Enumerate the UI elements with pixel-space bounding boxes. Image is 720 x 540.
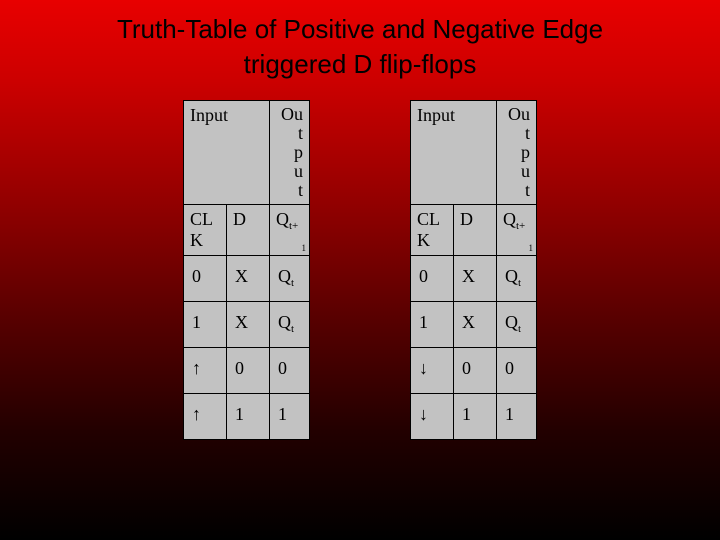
cell-clk: 1 — [184, 301, 227, 347]
q-sub: t — [291, 323, 294, 335]
cell-q: Qt — [497, 301, 537, 347]
q-sub: t — [518, 277, 521, 289]
q-sub: t — [518, 323, 521, 335]
title-line-2: triggered D flip-flops — [244, 49, 477, 79]
cell-clk: ↓ — [411, 393, 454, 439]
cell-q: 0 — [497, 347, 537, 393]
table-row: 1 X Qt — [184, 301, 310, 347]
subheader-clk: CL K — [184, 204, 227, 255]
cell-d: 1 — [454, 393, 497, 439]
q-sub: t+ — [516, 220, 525, 232]
cell-clk: 0 — [184, 255, 227, 301]
q-base: Q — [503, 209, 516, 229]
cell-d: 0 — [454, 347, 497, 393]
table-row: 0 X Qt — [184, 255, 310, 301]
table-row: ↓ 0 0 — [411, 347, 537, 393]
table-subheader-row: CL K D Qt+ 1 — [411, 204, 537, 255]
slide-title: Truth-Table of Positive and Negative Edg… — [0, 0, 720, 82]
cell-q: Qt — [497, 255, 537, 301]
q-base: Q — [278, 266, 291, 286]
header-input: Input — [411, 101, 497, 204]
header-output: Ou t p u t — [497, 101, 537, 204]
negative-edge-table: Input Ou t p u t CL K D Qt+ 1 0 X Qt 1 X… — [410, 100, 537, 439]
cell-d: X — [227, 301, 270, 347]
cell-d: 1 — [227, 393, 270, 439]
subheader-clk-text: CL K — [190, 209, 213, 250]
title-line-1: Truth-Table of Positive and Negative Edg… — [117, 14, 603, 44]
cell-q: 1 — [270, 393, 310, 439]
header-input: Input — [184, 101, 270, 204]
q-sub: t+ — [289, 220, 298, 232]
q-sub2: 1 — [302, 243, 307, 253]
table-row: ↓ 1 1 — [411, 393, 537, 439]
subheader-clk: CL K — [411, 204, 454, 255]
q-sub: t — [291, 277, 294, 289]
q-sub2: 1 — [529, 243, 534, 253]
q-base: Q — [505, 312, 518, 332]
tables-container: Input Ou t p u t CL K D Qt+ 1 0 X Qt 1 X… — [0, 100, 720, 439]
q-base: Q — [278, 312, 291, 332]
cell-clk: 1 — [411, 301, 454, 347]
table-header-row: Input Ou t p u t — [184, 101, 310, 204]
table-row: 1 X Qt — [411, 301, 537, 347]
cell-q: 1 — [497, 393, 537, 439]
subheader-d: D — [454, 204, 497, 255]
cell-q: Qt — [270, 301, 310, 347]
table-row: 0 X Qt — [411, 255, 537, 301]
cell-clk: ↓ — [411, 347, 454, 393]
subheader-q: Qt+ 1 — [270, 204, 310, 255]
subheader-q: Qt+ 1 — [497, 204, 537, 255]
cell-d: X — [454, 255, 497, 301]
table-header-row: Input Ou t p u t — [411, 101, 537, 204]
table-row: ↑ 0 0 — [184, 347, 310, 393]
cell-d: X — [227, 255, 270, 301]
table-row: ↑ 1 1 — [184, 393, 310, 439]
q-base: Q — [505, 266, 518, 286]
cell-clk: 0 — [411, 255, 454, 301]
header-output-text: Ou t p u t — [281, 104, 303, 200]
q-base: Q — [276, 209, 289, 229]
table-subheader-row: CL K D Qt+ 1 — [184, 204, 310, 255]
cell-q: Qt — [270, 255, 310, 301]
subheader-clk-text: CL K — [417, 209, 440, 250]
cell-q: 0 — [270, 347, 310, 393]
subheader-d: D — [227, 204, 270, 255]
cell-clk: ↑ — [184, 393, 227, 439]
cell-clk: ↑ — [184, 347, 227, 393]
cell-d: 0 — [227, 347, 270, 393]
header-output: Ou t p u t — [270, 101, 310, 204]
header-output-text: Ou t p u t — [508, 104, 530, 200]
cell-d: X — [454, 301, 497, 347]
positive-edge-table: Input Ou t p u t CL K D Qt+ 1 0 X Qt 1 X… — [183, 100, 310, 439]
